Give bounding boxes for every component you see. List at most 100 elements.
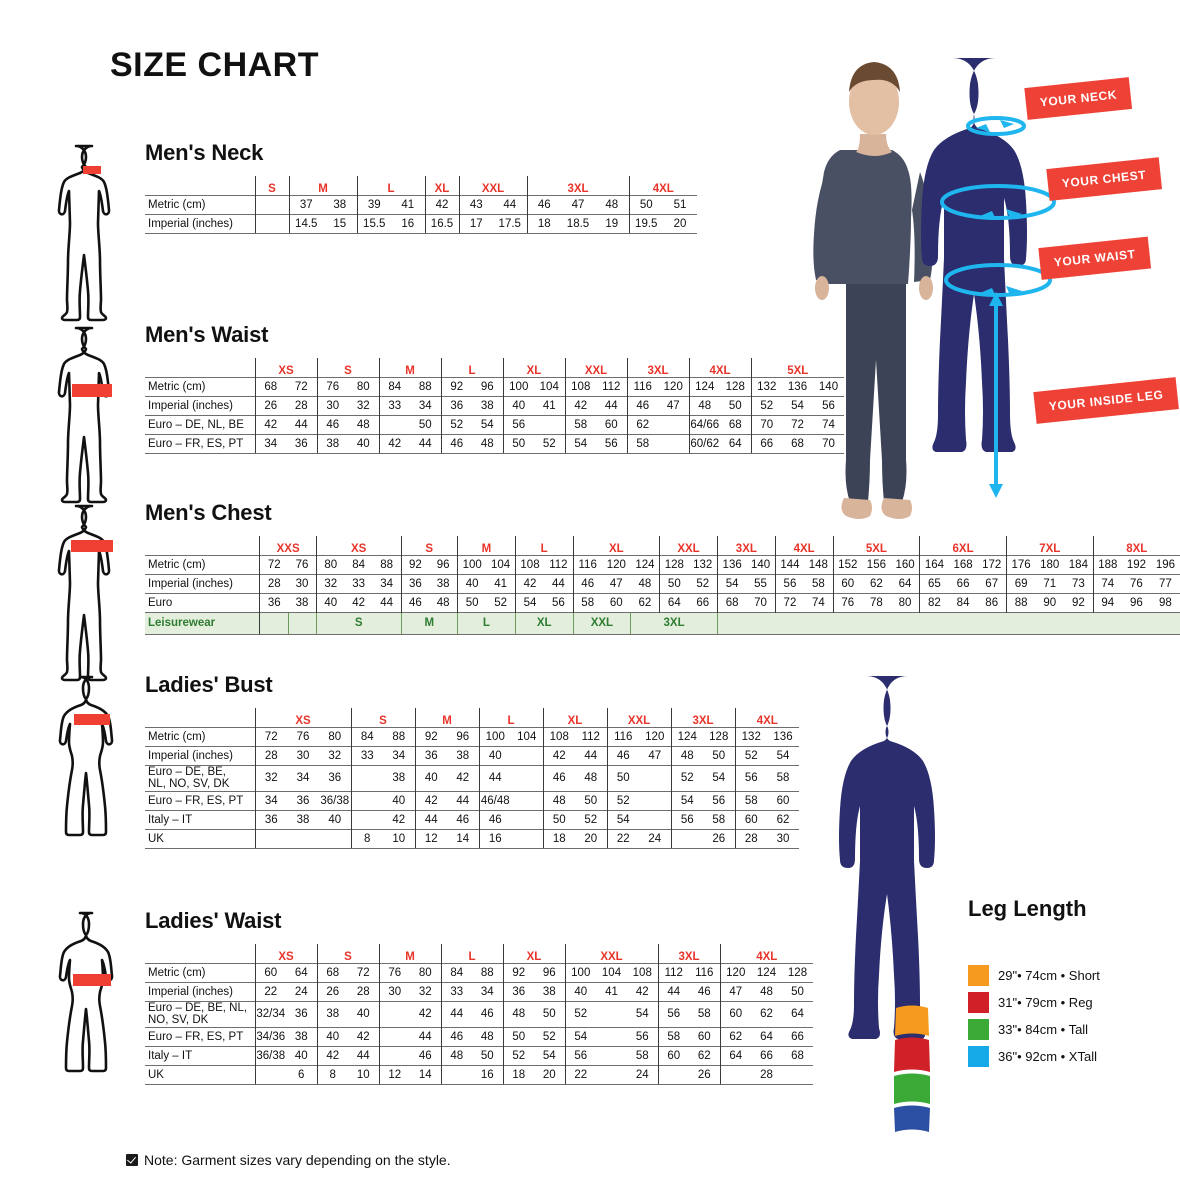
table-cell <box>511 745 543 765</box>
table-cell: 76 <box>288 554 317 574</box>
table-cell: 17.5 <box>493 213 527 234</box>
leg-length-legend: 29"• 74cm • Short 31"• 79cm • Reg 33"• 84c… <box>968 962 1100 1070</box>
size-group-header: L <box>514 536 574 555</box>
table-cell: 14 <box>447 829 479 850</box>
size-group-header: 5XL <box>750 358 844 377</box>
table-cell: 76 <box>1121 573 1151 593</box>
model-photo <box>813 62 933 519</box>
table-cell: 32 <box>254 764 287 792</box>
table-cell: 65 <box>919 573 949 593</box>
size-group-header: 4XL <box>774 536 834 555</box>
size-table-mens-waist: XS S M L XL XXL 3XL 4XL 5XL Metric (cm) 68 72 76 80 84… <box>145 358 844 454</box>
row-label: Imperial (inches) <box>145 395 256 415</box>
table-cell <box>511 791 543 811</box>
table-cell: 104 <box>596 962 627 982</box>
size-table-mens-neck: S M L XL XXL 3XL 4XL Metric (cm) 37 38 39 41 42 43 44 4… <box>145 176 697 234</box>
table-cell: 104 <box>511 726 543 746</box>
table-cell: 120 <box>639 726 671 746</box>
row-label: Euro – DE, BE, NL, NO, SV, DK <box>145 1000 256 1028</box>
table-cell: 47 <box>719 981 751 1001</box>
table-cell: 120 <box>719 962 751 982</box>
table-cell: 50 <box>502 1027 534 1047</box>
leisurewear-row: Leisurewear S M L XL XXL 3XL <box>145 611 1180 635</box>
table-cell: 41 <box>596 981 627 1001</box>
table-row: Italy – IT 36 38 40 42 44 46 46 50 52 54 56 58 60 62 <box>145 810 799 830</box>
row-label: Metric (cm) <box>145 376 256 396</box>
table-cell: 108 <box>542 726 575 746</box>
table-cell: 20 <box>575 829 607 850</box>
size-group-header: XXL <box>564 944 658 963</box>
table-cell: 48 <box>429 592 458 612</box>
table-cell: 32 <box>319 745 351 765</box>
table-cell: 54 <box>514 592 545 612</box>
table-cell: 54 <box>606 810 639 830</box>
table-cell: 44 <box>440 1000 472 1028</box>
table-cell: 26 <box>316 981 348 1001</box>
table-cell: 54 <box>703 764 735 792</box>
table-cell: 22 <box>564 1065 596 1086</box>
table-cell: 128 <box>659 554 689 574</box>
table-cell: 48 <box>670 745 703 765</box>
table-cell: 40 <box>414 764 447 792</box>
table-cell: 48 <box>751 981 782 1001</box>
section-mens-chest: Men's Chest XXS XS S M L XL XXL 3XL 4XL 5XL 6XL 7XL… <box>55 500 1180 690</box>
table-cell: 124 <box>630 554 660 574</box>
table-cell: 64 <box>751 1027 782 1047</box>
table-cell: 48 <box>348 414 379 434</box>
table-cell: 68 <box>716 592 747 612</box>
table-cell: 72 <box>286 376 317 396</box>
table-cell: 47 <box>601 573 631 593</box>
table-cell: 54 <box>627 1000 658 1028</box>
table-row: Metric (cm) 68 72 76 80 84 88 92 96 100 104 108 112 1… <box>145 376 844 396</box>
table-cell: 124 <box>670 726 703 746</box>
leisurewear-cell: XXL <box>572 611 631 635</box>
legend-swatch-icon <box>968 1046 989 1067</box>
table-cell: 58 <box>627 1046 658 1066</box>
size-group-header: XS <box>315 536 402 555</box>
legend-item: 36"• 92cm • XTall <box>968 1043 1100 1070</box>
legend-item: 29"• 74cm • Short <box>968 962 1100 989</box>
table-cell: 50 <box>410 414 441 434</box>
table-cell: 52 <box>534 1027 565 1047</box>
table-cell <box>254 1065 286 1086</box>
size-group-header: 3XL <box>670 708 735 727</box>
table-cell: 72 <box>348 962 379 982</box>
row-label: Metric (cm) <box>145 962 256 982</box>
table-cell: 36 <box>319 764 351 792</box>
table-cell <box>440 1065 472 1086</box>
table-cell: 33 <box>344 573 373 593</box>
table-row: UK 8 10 12 14 16 18 20 22 24 26 28 30 <box>145 829 799 850</box>
table-cell: 33 <box>350 745 383 765</box>
table-cell: 62 <box>767 810 799 830</box>
table-cell: 18.5 <box>561 213 595 234</box>
table-cell: 34 <box>254 791 287 811</box>
table-cell: 18 <box>542 829 575 850</box>
row-label: Imperial (inches) <box>145 981 256 1001</box>
table-cell: 44 <box>447 791 479 811</box>
table-cell: 33 <box>440 981 472 1001</box>
table-cell: 44 <box>348 1046 379 1066</box>
row-label: Euro – FR, ES, PT <box>145 1027 256 1047</box>
table-cell: 47 <box>561 194 595 214</box>
table-cell: 55 <box>746 573 776 593</box>
row-label: UK <box>145 1065 256 1086</box>
table-row: Italy – IT 36/38 40 42 44 46 48 50 52 54 56 58 60 62 6… <box>145 1046 813 1066</box>
size-group-header: L <box>478 708 543 727</box>
table-cell: 70 <box>746 592 776 612</box>
table-cell: 16 <box>391 213 425 234</box>
table-cell: 38 <box>316 433 348 454</box>
table-row: Euro – FR, ES, PT 34/36 38 40 42 44 46 48 50 52 54… <box>145 1027 813 1047</box>
table-cell: 16 <box>472 1065 503 1086</box>
table-cell <box>378 1000 410 1028</box>
table-cell: 24 <box>627 1065 658 1086</box>
section-ladies-waist: Ladies' Waist XS S M L XL XXL 3XL 4XL Metric (cm… <box>55 908 813 1098</box>
female-figure-bust-icon <box>55 672 129 862</box>
table-cell <box>287 829 319 850</box>
table-cell: 10 <box>383 829 415 850</box>
table-row: Metric (cm) 37 38 39 41 42 43 44 46 47 48 50 51 <box>145 194 697 214</box>
table-cell: 116 <box>606 726 639 746</box>
table-cell: 30 <box>378 981 410 1001</box>
table-cell: 76 <box>316 376 348 396</box>
size-group-header: 3XL <box>526 176 629 195</box>
male-figure-neck-icon <box>55 140 129 330</box>
